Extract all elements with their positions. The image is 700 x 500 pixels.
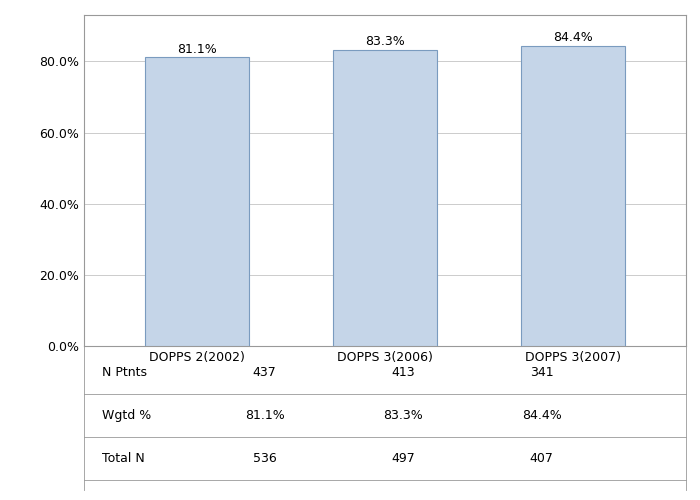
Text: 413: 413 — [391, 366, 415, 378]
Text: 83.3%: 83.3% — [365, 35, 405, 48]
Text: Total N: Total N — [102, 452, 145, 465]
Text: N Ptnts: N Ptnts — [102, 366, 147, 378]
Text: 437: 437 — [253, 366, 276, 378]
Text: 341: 341 — [530, 366, 553, 378]
Bar — [145, 58, 248, 346]
Text: 81.1%: 81.1% — [177, 43, 217, 56]
Bar — [333, 50, 437, 346]
Text: 84.4%: 84.4% — [522, 409, 561, 422]
Text: 536: 536 — [253, 452, 276, 465]
Text: 84.4%: 84.4% — [553, 31, 593, 44]
Bar — [522, 46, 625, 346]
Text: 81.1%: 81.1% — [245, 409, 284, 422]
Text: 497: 497 — [391, 452, 415, 465]
Text: Wgtd %: Wgtd % — [102, 409, 151, 422]
Text: 407: 407 — [530, 452, 554, 465]
Text: 83.3%: 83.3% — [383, 409, 423, 422]
